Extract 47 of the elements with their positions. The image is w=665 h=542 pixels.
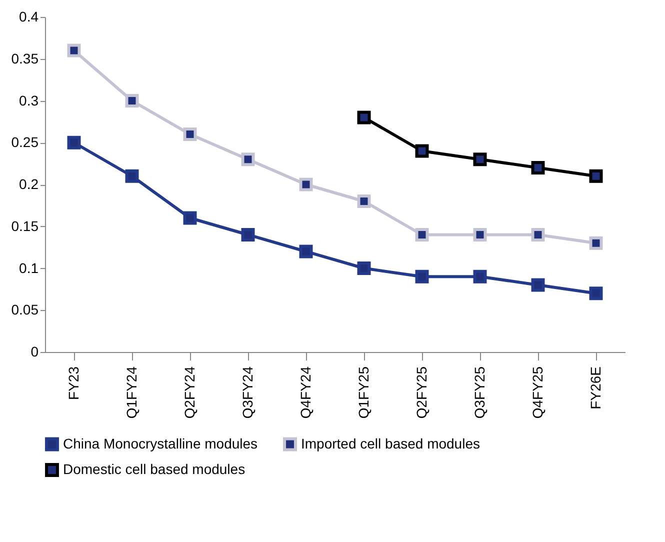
point <box>241 228 255 242</box>
y-tick-label: 0.1 <box>19 260 39 276</box>
legend-label: Imported cell based modules <box>301 435 480 452</box>
x-tick-label: FY26E <box>588 366 604 410</box>
x-tick-label: Q3FY24 <box>240 366 256 419</box>
legend-label: Domestic cell based modules <box>63 461 246 477</box>
x-tick-label: Q1FY25 <box>356 366 372 419</box>
point <box>299 178 313 192</box>
point <box>415 144 429 158</box>
point <box>183 128 197 141</box>
y-tick-label: 0.35 <box>11 50 39 66</box>
point <box>299 244 313 258</box>
point <box>589 169 603 183</box>
point <box>357 194 371 208</box>
y-tick-label: 0.3 <box>19 92 39 108</box>
point <box>415 270 429 284</box>
y-tick-label: 0.25 <box>11 134 39 150</box>
point <box>589 286 603 300</box>
point <box>531 228 545 242</box>
point <box>67 44 81 58</box>
legend-label: China Monocrystalline modules <box>63 435 258 452</box>
point <box>531 161 545 174</box>
point <box>531 278 545 292</box>
point <box>125 94 139 108</box>
point <box>473 152 487 166</box>
y-tick-label: 0.15 <box>11 218 39 234</box>
point <box>67 136 81 150</box>
point <box>473 228 487 242</box>
x-tick-label: FY23 <box>66 366 82 400</box>
x-tick-label: Q1FY24 <box>124 366 140 419</box>
point <box>415 228 429 242</box>
point <box>125 169 139 183</box>
point <box>183 211 197 225</box>
x-tick-label: Q4FY25 <box>530 366 546 419</box>
y-tick-label: 0 <box>30 344 39 360</box>
point <box>473 270 487 284</box>
y-tick-label: 0.05 <box>11 302 39 318</box>
y-tick-label: 0.2 <box>19 176 39 192</box>
point <box>357 110 371 124</box>
point <box>241 152 255 166</box>
x-tick-label: Q2FY24 <box>182 366 198 419</box>
x-tick-label: Q2FY25 <box>414 366 430 419</box>
y-tick-label: 0.4 <box>19 8 39 24</box>
point <box>589 236 603 250</box>
point <box>357 262 371 275</box>
x-tick-label: Q3FY25 <box>472 366 488 419</box>
x-tick-label: Q4FY24 <box>298 366 314 419</box>
